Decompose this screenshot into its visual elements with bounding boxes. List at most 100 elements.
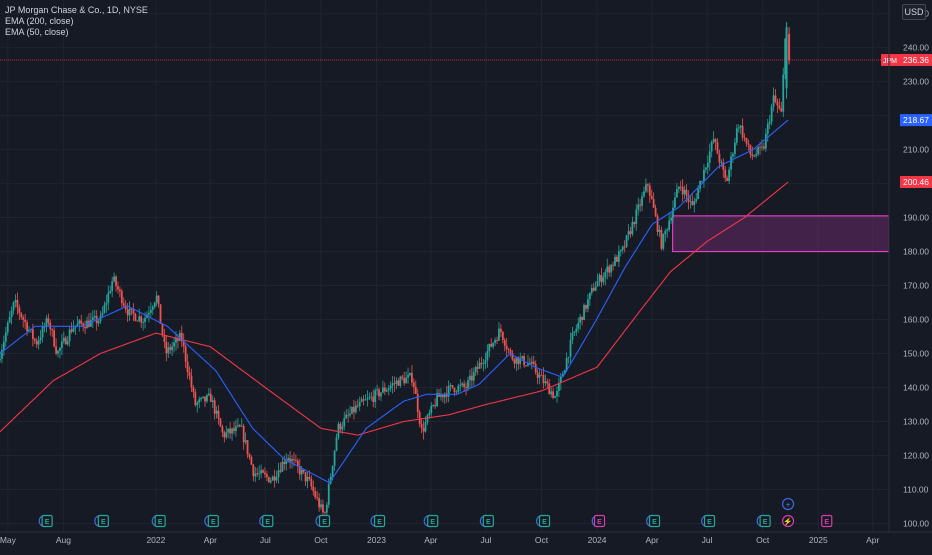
candle-body xyxy=(440,394,442,397)
earnings-event-icon xyxy=(648,514,661,528)
candle-body xyxy=(706,162,709,168)
candle-body xyxy=(124,305,127,310)
candle-body xyxy=(528,362,531,364)
candle-body xyxy=(650,195,653,199)
candle-body xyxy=(345,414,348,419)
candle-body xyxy=(6,322,9,333)
chart-legend: JP Morgan Chase & Co., 1D, NYSE EMA (200… xyxy=(5,5,148,38)
highlight-zone xyxy=(672,215,890,253)
candle-body xyxy=(492,342,495,347)
candle-body xyxy=(739,125,742,128)
candle-body xyxy=(43,326,46,328)
candle-body xyxy=(256,473,259,475)
candle-body xyxy=(387,388,390,391)
ema50-label[interactable]: EMA (50, close) xyxy=(5,27,69,37)
candle-body xyxy=(782,74,785,112)
candle-body xyxy=(33,338,36,341)
candle-body xyxy=(737,127,740,129)
candle-body xyxy=(382,387,384,393)
candle-body xyxy=(490,343,493,347)
candle-body xyxy=(353,406,355,413)
candle-body xyxy=(238,425,241,427)
candle-body xyxy=(708,151,711,163)
candle-body xyxy=(64,337,67,345)
candle-body xyxy=(424,422,427,432)
candle-body xyxy=(339,423,342,430)
candle-body xyxy=(494,340,496,343)
candle-body xyxy=(409,373,411,375)
candle-body xyxy=(670,217,672,221)
candle-body xyxy=(418,411,421,424)
candle-body xyxy=(366,398,369,400)
candle-body xyxy=(722,162,725,170)
candle-body xyxy=(254,473,257,477)
candle-body xyxy=(548,383,551,395)
candle-body xyxy=(780,108,783,112)
candle-body xyxy=(229,428,232,434)
x-tick-label: Jul xyxy=(702,535,713,545)
candle-body xyxy=(465,387,467,389)
candle-body xyxy=(97,321,100,324)
events-row: DDDDDDDDDDDDDDEEEEEEEEEEEEEEE+⚡ xyxy=(38,497,833,528)
ema200-label[interactable]: EMA (200, close) xyxy=(5,16,74,26)
candle-body xyxy=(476,366,479,369)
earnings-event-label: E xyxy=(322,519,327,526)
candle-body xyxy=(298,466,301,475)
candle-body xyxy=(434,405,437,407)
candle-body xyxy=(412,382,415,388)
currency-button[interactable]: USD xyxy=(902,4,926,20)
earnings-event-icon xyxy=(97,514,109,528)
candle-body xyxy=(428,413,431,416)
candle-body xyxy=(190,375,193,388)
candle-body xyxy=(455,391,458,393)
candle-body xyxy=(196,402,199,406)
candle-body xyxy=(648,185,651,196)
candle-body xyxy=(240,425,243,427)
candle-body xyxy=(16,299,19,308)
candle-body xyxy=(362,399,365,401)
candle-body xyxy=(192,387,195,393)
candle-body xyxy=(474,366,477,373)
candle-body xyxy=(654,207,657,216)
candle-body xyxy=(312,486,315,492)
y-tick-label: 240.00 xyxy=(903,43,929,53)
candle-body xyxy=(619,249,622,252)
candle-body xyxy=(629,231,632,235)
candle-body xyxy=(443,393,446,398)
candle-body xyxy=(745,137,748,144)
candle-body xyxy=(716,142,719,154)
candle-body xyxy=(126,309,129,316)
candle-body xyxy=(376,389,379,391)
candle-body xyxy=(151,306,154,310)
earnings-event-icon xyxy=(207,514,219,528)
x-tick-label: Oct xyxy=(535,535,549,545)
current-price-tag-bg xyxy=(900,53,932,66)
candle-body xyxy=(22,317,25,320)
ema200-line xyxy=(0,181,789,436)
candle-body xyxy=(59,347,61,351)
candle-body xyxy=(136,320,139,322)
candle-body xyxy=(368,397,371,399)
candle-body xyxy=(511,353,514,360)
candle-body xyxy=(445,393,448,397)
candle-body xyxy=(2,341,5,350)
candle-body xyxy=(643,191,645,197)
y-tick-label: 160.00 xyxy=(903,315,929,325)
candle-body xyxy=(753,155,756,157)
candle-body xyxy=(391,383,394,386)
candle-body xyxy=(47,318,50,323)
candle-body xyxy=(395,380,398,384)
candle-body xyxy=(165,341,168,354)
plus-event-label: + xyxy=(786,500,791,509)
candle-body xyxy=(318,498,320,508)
candle-body xyxy=(704,167,707,170)
candle-body xyxy=(416,393,419,412)
candle-body xyxy=(519,358,522,365)
candle-body xyxy=(109,290,112,293)
candle-body xyxy=(612,264,614,266)
candle-body xyxy=(527,362,529,366)
candle-body xyxy=(565,357,568,371)
candle-body xyxy=(554,396,556,398)
